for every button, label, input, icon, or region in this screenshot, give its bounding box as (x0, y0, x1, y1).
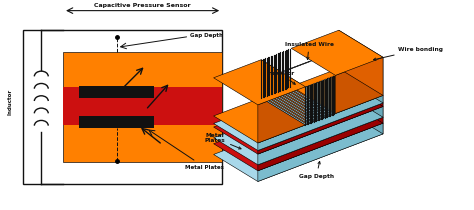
Text: Insulated Wire: Insulated Wire (285, 42, 334, 60)
Polygon shape (264, 96, 310, 124)
Polygon shape (261, 60, 305, 125)
Polygon shape (322, 80, 323, 119)
Text: Gap Depth: Gap Depth (299, 161, 334, 178)
Polygon shape (339, 79, 383, 117)
Polygon shape (214, 90, 383, 165)
Polygon shape (289, 87, 334, 114)
Polygon shape (327, 78, 329, 117)
Polygon shape (339, 30, 383, 95)
Polygon shape (214, 96, 383, 171)
Polygon shape (278, 91, 323, 119)
Polygon shape (214, 60, 305, 105)
Polygon shape (311, 84, 312, 123)
Polygon shape (275, 92, 320, 120)
Text: Inductor: Inductor (7, 89, 12, 115)
Text: Inductor: Inductor (266, 71, 295, 84)
Polygon shape (272, 93, 318, 121)
Bar (63, 52, 222, 162)
Text: Metal Plates: Metal Plates (185, 165, 224, 170)
Bar (23, 30, 222, 184)
Polygon shape (214, 107, 383, 181)
Polygon shape (316, 82, 318, 121)
Polygon shape (258, 106, 383, 165)
Polygon shape (339, 76, 383, 106)
Polygon shape (261, 97, 307, 125)
Polygon shape (267, 95, 312, 123)
Text: Capacitive Pressure Sensor: Capacitive Pressure Sensor (94, 3, 191, 8)
Polygon shape (339, 96, 383, 134)
Polygon shape (291, 30, 383, 75)
Polygon shape (280, 90, 326, 118)
Bar (79, 86, 154, 98)
Polygon shape (214, 76, 383, 151)
Polygon shape (305, 86, 307, 125)
Text: Wire bonding: Wire bonding (374, 47, 443, 60)
Polygon shape (339, 90, 383, 123)
Polygon shape (325, 79, 326, 118)
Polygon shape (336, 57, 383, 113)
Polygon shape (286, 88, 331, 116)
Polygon shape (269, 94, 315, 122)
Polygon shape (339, 68, 383, 103)
Polygon shape (214, 79, 383, 154)
Polygon shape (258, 123, 383, 181)
Polygon shape (291, 68, 383, 113)
Polygon shape (314, 83, 315, 122)
Polygon shape (258, 103, 383, 154)
Polygon shape (258, 95, 383, 151)
Bar (63, 87, 222, 125)
Polygon shape (258, 87, 305, 143)
Text: Metal
Plates: Metal Plates (204, 133, 241, 149)
Polygon shape (283, 89, 329, 117)
Polygon shape (319, 81, 320, 120)
Text: Gap Depth: Gap Depth (190, 33, 223, 38)
Polygon shape (333, 76, 334, 114)
Polygon shape (330, 77, 331, 116)
Polygon shape (308, 85, 310, 124)
Polygon shape (214, 98, 305, 143)
Polygon shape (258, 117, 383, 171)
Bar (79, 116, 154, 128)
